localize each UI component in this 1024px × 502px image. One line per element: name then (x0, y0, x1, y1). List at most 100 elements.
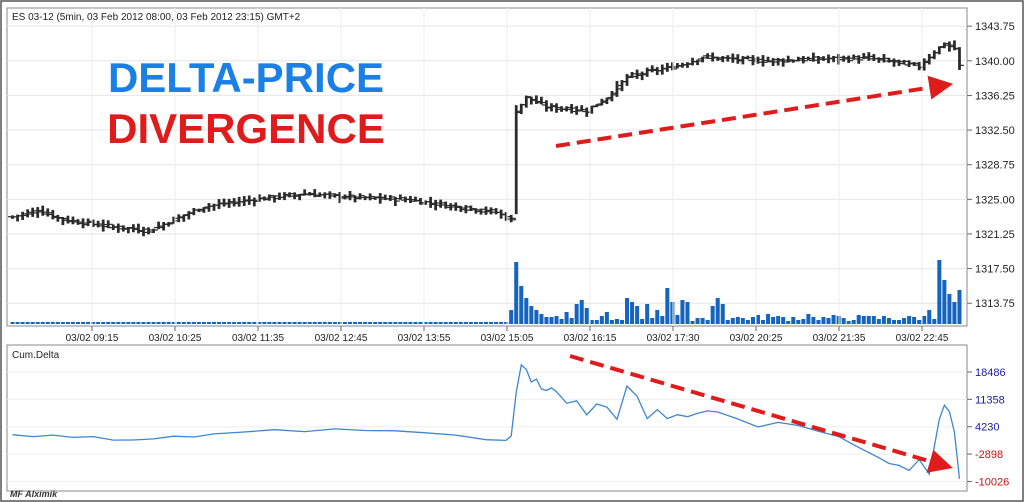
volume-bar (695, 318, 700, 324)
volume-bar (20, 322, 25, 324)
volume-bar (151, 322, 156, 324)
volume-bar (247, 322, 252, 324)
volume-bar (594, 320, 599, 324)
volume-bar (937, 260, 942, 324)
volume-bar (297, 322, 302, 324)
delta-tick-label: -2898 (975, 449, 1003, 461)
volume-bar (866, 316, 871, 324)
volume-bar (257, 322, 262, 324)
volume-bar (91, 322, 96, 324)
volume-bar (761, 320, 766, 324)
volume-bar (886, 318, 891, 324)
volume-bar (363, 322, 368, 324)
delta-axis: -10026 -2898 4230 11358 18486 (967, 367, 1009, 488)
volume-bar (65, 322, 70, 324)
volume-bar (710, 306, 715, 324)
volume-bar (206, 322, 211, 324)
volume-bar (483, 322, 489, 324)
volume-bar (776, 316, 781, 324)
volume-bar (327, 322, 332, 324)
volume-bar (252, 322, 257, 324)
volume-bar (816, 320, 821, 324)
volume-bar (499, 322, 504, 324)
volume-bar (529, 306, 534, 324)
time-tick-label: 03/02 20:25 (730, 333, 783, 344)
time-tick-label: 03/02 21:35 (813, 333, 866, 344)
volume-bar (282, 322, 287, 324)
volume-bar (443, 322, 448, 324)
volume-bar (55, 322, 60, 324)
volume-bar (136, 322, 141, 324)
volume-bar (655, 310, 660, 324)
volume-bar (650, 318, 655, 324)
volume-bar (131, 322, 136, 324)
volume-bar (418, 322, 423, 324)
volume-bar (524, 298, 529, 324)
volume-bar (222, 322, 227, 324)
volume-bar (871, 316, 876, 324)
volume-bar (307, 322, 312, 324)
volume-bar (851, 320, 856, 324)
volume-bar (277, 322, 282, 324)
price-axis: 1313.75 1317.50 1321.25 1325.00 1328.75 1332.… (967, 21, 1015, 310)
volume-bar (514, 262, 519, 324)
volume-bar (111, 322, 116, 324)
price-tick-label: 1313.75 (975, 298, 1015, 310)
volume-bar (665, 288, 670, 324)
volume-bar (267, 322, 272, 324)
volume-bar (539, 314, 544, 324)
volume-bar (337, 322, 342, 324)
volume-bar (881, 316, 886, 324)
volume-bar (897, 320, 902, 324)
volume-bar (917, 320, 922, 324)
volume-bar (453, 322, 458, 324)
volume-bar (408, 322, 413, 324)
time-tick-label: 03/02 09:15 (66, 333, 119, 344)
volume-bar (519, 286, 524, 324)
volume-bar (232, 322, 237, 324)
volume-bar (750, 317, 755, 324)
volume-bar (463, 322, 468, 324)
time-tick-label: 03/02 17:30 (647, 333, 700, 344)
volume-bar (191, 322, 196, 324)
volume-bar (166, 322, 171, 324)
delta-tick-label: 18486 (975, 367, 1006, 379)
volume-bar (766, 314, 771, 324)
volume-bar (831, 315, 836, 324)
volume-bar (534, 310, 539, 324)
volume-bar (347, 322, 353, 324)
volume-bar (358, 322, 363, 324)
delta-tick-label: -10026 (975, 476, 1009, 488)
volume-bar (619, 320, 625, 324)
volume-bar (196, 322, 201, 324)
volume-bar (332, 322, 337, 324)
volume-bar (625, 298, 630, 324)
volume-bar (791, 317, 796, 324)
price-tick-label: 1317.50 (975, 264, 1015, 276)
volume-bar (947, 294, 952, 324)
volume-bar (630, 302, 635, 324)
volume-bar (745, 320, 750, 324)
volume-bar (458, 322, 463, 324)
volume-bar (509, 310, 514, 324)
volume-bar (448, 322, 453, 324)
volume-bar (60, 322, 65, 324)
volume-bar (40, 322, 45, 324)
volume-bar (725, 320, 730, 324)
volume-bar (564, 312, 569, 324)
volume-bar (75, 322, 81, 324)
volume-bar (690, 321, 695, 324)
volume-bar (589, 320, 594, 324)
volume-bar (217, 322, 222, 324)
price-bar (355, 193, 365, 200)
volume-bar (599, 316, 604, 324)
volume-bar (584, 308, 589, 324)
volume-bar (30, 322, 35, 324)
volume-bar (161, 322, 166, 324)
volume-bar (181, 322, 186, 324)
volume-bar (242, 322, 247, 324)
time-tick-label: 03/02 11:35 (232, 333, 285, 344)
volume-bar (755, 315, 761, 324)
delta-down-arrow (569, 354, 953, 473)
